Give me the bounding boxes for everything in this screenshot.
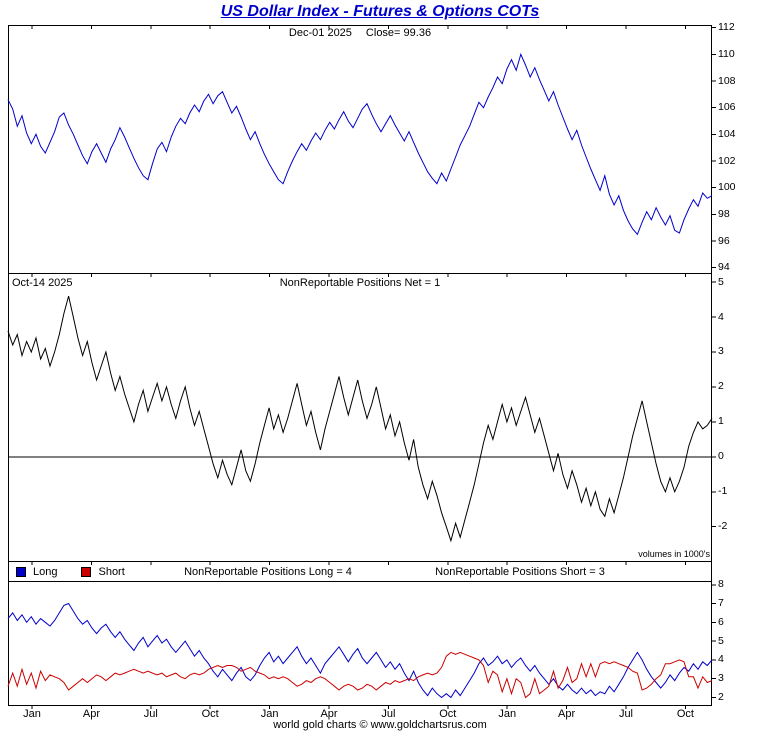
panel1-frame — [8, 25, 712, 274]
net-positions-line — [7, 295, 713, 543]
panel2-frame — [8, 273, 712, 562]
short-positions-line — [7, 651, 713, 699]
panel3-frame — [8, 561, 712, 706]
usdx-price-line — [7, 52, 713, 236]
long-positions-line — [7, 602, 713, 699]
